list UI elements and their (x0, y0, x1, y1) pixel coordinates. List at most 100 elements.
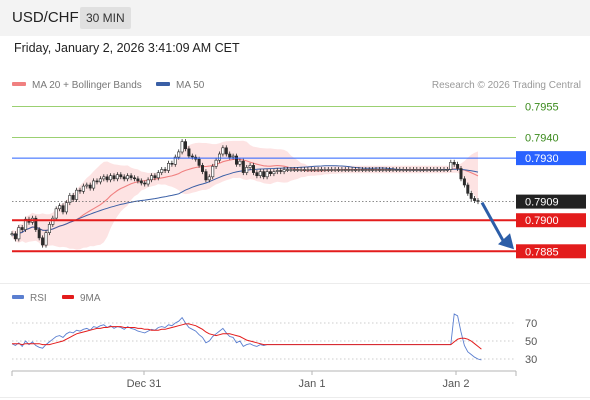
candle (85, 182, 89, 189)
candle-body (302, 169, 306, 171)
interval-button[interactable]: 30 MIN (80, 7, 131, 29)
candle (245, 165, 249, 176)
candle-body (418, 169, 422, 171)
candle (44, 230, 48, 248)
level-support: 0.7885 (12, 244, 586, 259)
candle (292, 167, 296, 172)
candle-body (64, 202, 68, 213)
candle-body (330, 169, 334, 171)
candle-body (279, 170, 283, 172)
candle-body (391, 169, 395, 171)
candle-body (432, 169, 436, 171)
candle (47, 221, 51, 236)
candle-body (415, 169, 419, 171)
candle-body (98, 178, 102, 183)
candle-body (37, 229, 41, 239)
rsi-tick-label: 70 (525, 318, 537, 330)
candle (78, 187, 82, 194)
candle (364, 167, 368, 172)
candle-body (204, 171, 208, 181)
candle (136, 176, 140, 184)
candle (398, 167, 402, 172)
candle (326, 167, 330, 172)
candle (102, 174, 106, 182)
candle-body (197, 158, 201, 166)
candle (313, 167, 317, 172)
candle (279, 168, 283, 175)
candle (469, 190, 473, 201)
candle-body (473, 198, 477, 201)
candle-body (54, 208, 58, 219)
candle (173, 154, 177, 167)
candle (163, 167, 167, 173)
candle-body (445, 169, 449, 171)
x-tick-label: Jan 2 (443, 378, 470, 390)
candle (262, 169, 266, 180)
legend-ma50-label: MA 50 (176, 80, 205, 91)
support-label-box (516, 244, 586, 259)
candle-body (156, 172, 160, 179)
candle-body (143, 182, 147, 185)
candle (384, 167, 388, 172)
candle (418, 167, 422, 172)
candle-body (190, 155, 194, 158)
candle-body (422, 169, 426, 171)
legend-ma20: MA 20 + Bollinger Bands (12, 80, 142, 91)
candle-body (408, 169, 412, 171)
candle (133, 175, 137, 182)
candle (68, 192, 72, 206)
candle-body (309, 169, 313, 171)
candle (64, 200, 68, 215)
candle-body (34, 217, 38, 230)
candle-body (95, 180, 99, 183)
candle-body (411, 169, 415, 171)
candle-body (68, 195, 72, 203)
candle (330, 167, 334, 172)
candle (302, 167, 306, 172)
candle (54, 206, 58, 221)
candle-body (170, 163, 174, 165)
candle (146, 177, 150, 187)
candle (170, 160, 174, 167)
level-support: 0.7900 (12, 213, 586, 228)
candle (401, 167, 405, 172)
legend-ma20-label: MA 20 + Bollinger Bands (32, 80, 142, 91)
candle-body (442, 169, 446, 171)
candle-body (119, 174, 123, 178)
candle-body (177, 151, 181, 158)
forecast-arrow-head (498, 233, 514, 250)
candle (309, 167, 313, 172)
candle (435, 167, 439, 172)
legend-9ma: 9MA (62, 293, 101, 304)
x-tick-label: Jan 1 (299, 378, 326, 390)
candle-body (313, 169, 317, 171)
candle (336, 167, 340, 172)
candle-body (275, 170, 279, 172)
candle-body (289, 169, 293, 171)
candle (119, 172, 123, 180)
candle-body (285, 169, 289, 171)
candle-body (126, 175, 130, 180)
candle-body (41, 237, 45, 246)
candle-body (282, 169, 286, 172)
candle (248, 162, 252, 170)
symbol-title: USD/CHF (12, 9, 79, 26)
candle (139, 178, 143, 186)
candle-body (235, 155, 239, 165)
candle-body (238, 160, 242, 165)
rsi-swatch (12, 295, 24, 300)
ma9-swatch (62, 295, 74, 300)
candle-body (405, 169, 409, 171)
candle (449, 159, 453, 172)
candle-body (336, 169, 340, 171)
candle (105, 174, 109, 183)
rsi-tick-label: 50 (525, 336, 537, 348)
candle-body (180, 141, 184, 153)
candle (374, 167, 378, 172)
candle-body (462, 178, 466, 186)
candle (285, 167, 289, 172)
candle-body (160, 169, 164, 173)
candle (24, 216, 28, 232)
candle-body (173, 156, 177, 165)
candle-body (105, 176, 109, 181)
